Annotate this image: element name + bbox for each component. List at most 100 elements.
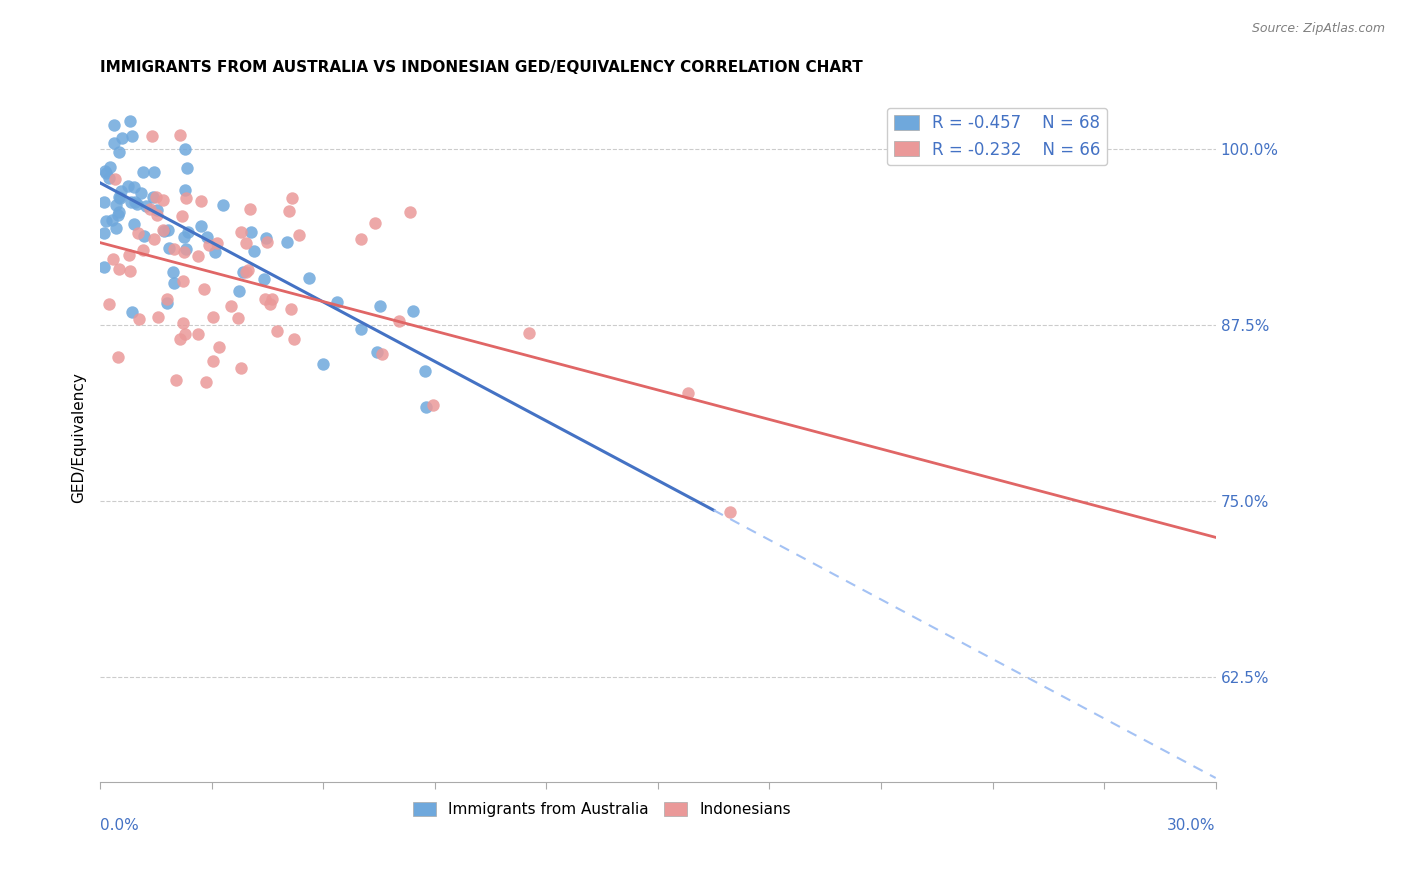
Point xyxy=(107,190,129,204)
Point xyxy=(157,241,180,255)
Point xyxy=(198,238,221,252)
Point xyxy=(127,226,149,240)
Point xyxy=(169,128,191,142)
Point xyxy=(96,214,118,228)
Point xyxy=(207,236,229,251)
Text: Source: ZipAtlas.com: Source: ZipAtlas.com xyxy=(1251,22,1385,36)
Point xyxy=(94,166,117,180)
Point xyxy=(146,208,169,222)
Point xyxy=(415,400,437,414)
Point xyxy=(152,223,174,237)
Point xyxy=(399,205,422,219)
Point xyxy=(201,310,224,325)
Point xyxy=(118,248,141,262)
Point xyxy=(235,235,257,250)
Point xyxy=(326,295,349,310)
Point xyxy=(201,353,224,368)
Point xyxy=(139,202,162,216)
Point xyxy=(204,245,226,260)
Point xyxy=(187,249,209,263)
Point xyxy=(157,223,180,237)
Point xyxy=(104,220,127,235)
Point xyxy=(145,203,167,218)
Point xyxy=(413,363,436,377)
Point xyxy=(143,232,166,246)
Point xyxy=(254,230,277,244)
Point xyxy=(173,230,195,244)
Point xyxy=(118,113,141,128)
Legend: Immigrants from Australia, Indonesians: Immigrants from Australia, Indonesians xyxy=(408,796,797,823)
Point xyxy=(281,190,304,204)
Point xyxy=(156,292,179,306)
Point xyxy=(276,235,298,249)
Point xyxy=(402,304,425,318)
Point xyxy=(132,243,155,257)
Point xyxy=(174,183,197,197)
Point xyxy=(231,361,253,376)
Point xyxy=(135,199,157,213)
Point xyxy=(172,274,194,288)
Point xyxy=(242,244,264,259)
Point xyxy=(101,252,124,266)
Point xyxy=(190,194,212,208)
Point xyxy=(190,219,212,234)
Point xyxy=(146,310,169,324)
Point xyxy=(122,217,145,231)
Point xyxy=(108,145,131,159)
Point xyxy=(256,235,278,250)
Point xyxy=(229,225,252,239)
Point xyxy=(145,190,167,204)
Point xyxy=(93,260,115,275)
Point xyxy=(121,304,143,318)
Text: 30.0%: 30.0% xyxy=(1167,818,1216,832)
Point xyxy=(288,227,311,242)
Point xyxy=(193,282,215,296)
Point xyxy=(107,208,129,222)
Point xyxy=(238,263,260,277)
Point xyxy=(110,184,132,198)
Point xyxy=(235,265,257,279)
Point xyxy=(128,311,150,326)
Point xyxy=(163,276,186,290)
Point xyxy=(156,296,179,310)
Point xyxy=(117,179,139,194)
Point xyxy=(298,271,321,285)
Point xyxy=(239,225,262,239)
Point xyxy=(162,265,184,279)
Point xyxy=(103,136,125,151)
Text: IMMIGRANTS FROM AUSTRALIA VS INDONESIAN GED/EQUIVALENCY CORRELATION CHART: IMMIGRANTS FROM AUSTRALIA VS INDONESIAN … xyxy=(100,60,863,75)
Point xyxy=(228,285,250,299)
Point xyxy=(266,324,288,338)
Point xyxy=(124,195,146,210)
Point xyxy=(388,314,411,328)
Point xyxy=(170,210,193,224)
Point xyxy=(349,232,371,246)
Point xyxy=(97,170,120,185)
Point xyxy=(103,118,125,132)
Point xyxy=(226,311,249,326)
Point xyxy=(517,326,540,340)
Point xyxy=(165,373,187,387)
Point xyxy=(143,164,166,178)
Y-axis label: GED/Equivalency: GED/Equivalency xyxy=(72,372,86,503)
Point xyxy=(259,297,281,311)
Point xyxy=(219,299,242,313)
Point xyxy=(253,272,276,286)
Point xyxy=(101,213,124,227)
Point xyxy=(232,265,254,279)
Text: 0.0%: 0.0% xyxy=(100,818,139,832)
Point xyxy=(366,344,388,359)
Point xyxy=(141,129,163,144)
Point xyxy=(195,229,218,244)
Point xyxy=(111,131,134,145)
Point xyxy=(676,386,699,401)
Point xyxy=(283,332,305,346)
Point xyxy=(93,164,115,178)
Point xyxy=(169,332,191,346)
Point xyxy=(163,242,186,256)
Point xyxy=(129,186,152,200)
Point xyxy=(720,505,742,519)
Point xyxy=(172,316,194,330)
Point xyxy=(173,142,195,156)
Point xyxy=(173,327,195,342)
